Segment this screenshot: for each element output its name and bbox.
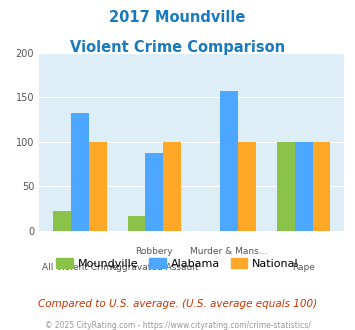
Bar bbox=[146, 152, 163, 231]
Text: Rape: Rape bbox=[292, 263, 315, 272]
Bar bbox=[127, 216, 146, 231]
Bar bbox=[163, 142, 181, 231]
Text: 2017 Moundville: 2017 Moundville bbox=[109, 10, 246, 25]
Text: Violent Crime Comparison: Violent Crime Comparison bbox=[70, 40, 285, 54]
Text: Murder & Mans...: Murder & Mans... bbox=[190, 247, 268, 256]
Bar bbox=[53, 212, 71, 231]
Text: Compared to U.S. average. (U.S. average equals 100): Compared to U.S. average. (U.S. average … bbox=[38, 299, 317, 309]
Bar bbox=[89, 142, 106, 231]
Bar bbox=[238, 142, 256, 231]
Bar bbox=[71, 114, 89, 231]
Bar bbox=[277, 142, 295, 231]
Text: Aggravated Assault: Aggravated Assault bbox=[110, 263, 199, 272]
Bar bbox=[220, 91, 238, 231]
Bar bbox=[295, 142, 312, 231]
Text: All Violent Crime: All Violent Crime bbox=[42, 263, 118, 272]
Legend: Moundville, Alabama, National: Moundville, Alabama, National bbox=[52, 254, 303, 273]
Bar bbox=[312, 142, 331, 231]
Text: Robbery: Robbery bbox=[136, 247, 173, 256]
Text: © 2025 CityRating.com - https://www.cityrating.com/crime-statistics/: © 2025 CityRating.com - https://www.city… bbox=[45, 321, 310, 330]
